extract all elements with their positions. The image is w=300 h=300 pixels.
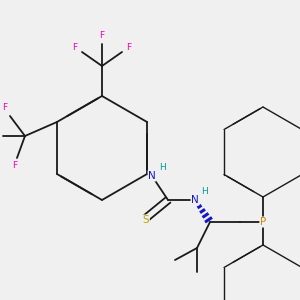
Text: F: F: [12, 161, 17, 170]
Text: F: F: [2, 103, 8, 112]
Text: H: H: [159, 164, 165, 172]
Text: P: P: [260, 217, 266, 227]
Text: F: F: [72, 44, 78, 52]
Text: S: S: [143, 215, 149, 225]
Text: F: F: [99, 32, 105, 40]
Text: N: N: [148, 171, 156, 181]
Text: H: H: [202, 188, 208, 196]
Text: F: F: [126, 44, 132, 52]
Text: N: N: [191, 195, 199, 205]
